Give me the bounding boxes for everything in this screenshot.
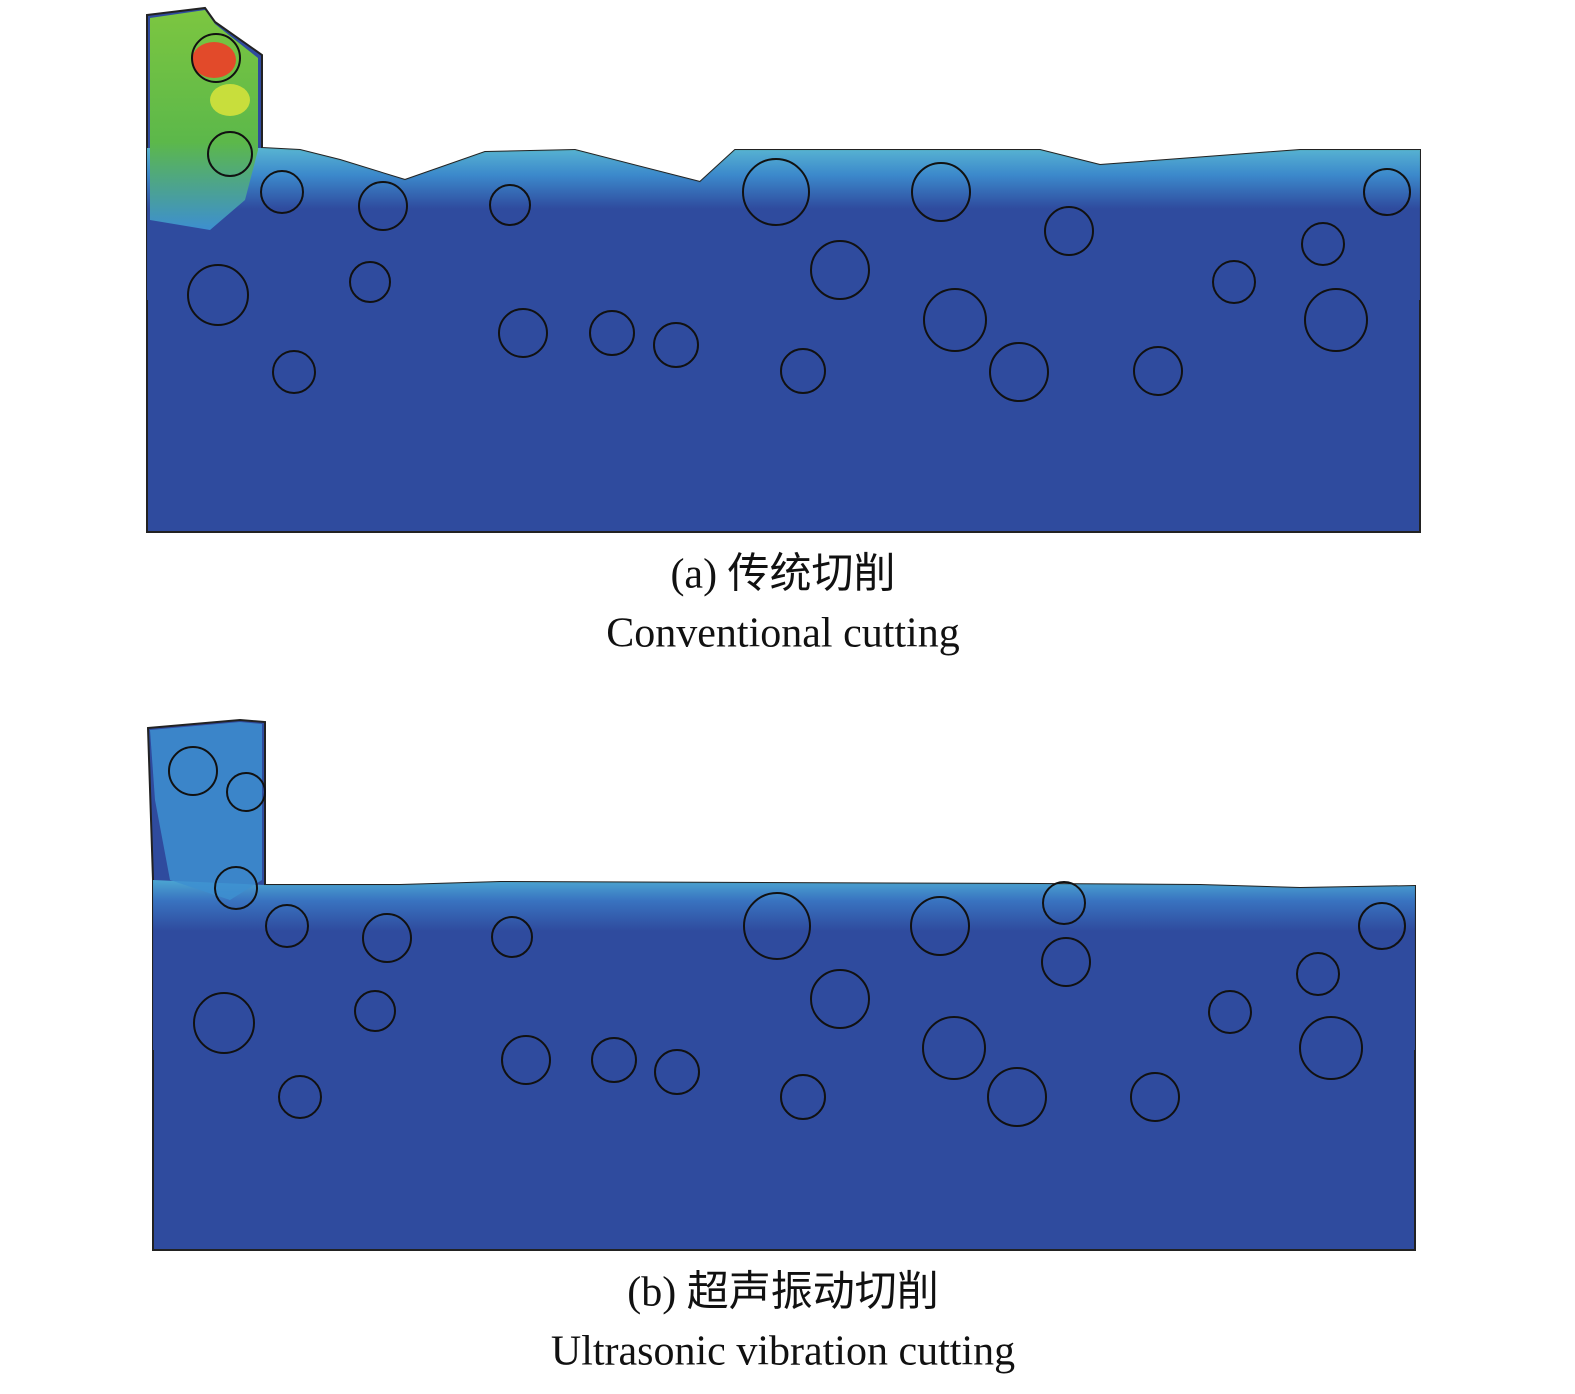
- stress-band: [153, 880, 1415, 1050]
- inclusions: [168, 746, 1406, 1127]
- caption-cn: (a) 传统切削: [670, 552, 895, 598]
- tool-zone: [150, 722, 262, 900]
- caption-en: Ultrasonic vibration cutting: [551, 1329, 1015, 1375]
- warm-spot: [210, 84, 250, 116]
- inclusions: [187, 33, 1411, 402]
- caption-cn: (b) 超声振动切削: [627, 1270, 938, 1316]
- panel-b: [146, 718, 1416, 1251]
- panel-a: [146, 6, 1421, 533]
- caption-en: Conventional cutting: [606, 611, 959, 657]
- hot-spot: [192, 42, 236, 78]
